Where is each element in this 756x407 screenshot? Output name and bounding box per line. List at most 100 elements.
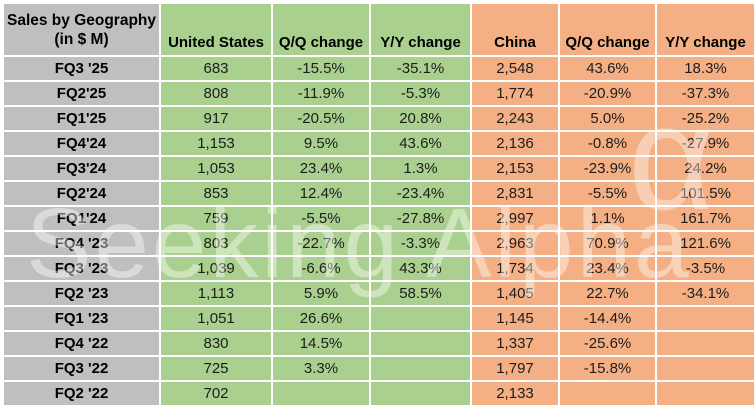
cell-china-qq-change: 1.1% xyxy=(560,207,655,230)
cell-china-qq-change: -5.5% xyxy=(560,182,655,205)
cell-china-yy-change: -27.9% xyxy=(657,132,754,155)
cell-china-qq-change: 5.0% xyxy=(560,107,655,130)
cell-china-qq-change: 43.6% xyxy=(560,57,655,80)
row-label: FQ2'25 xyxy=(4,82,159,105)
cell-china-qq-change: -0.8% xyxy=(560,132,655,155)
row-label: FQ3 '23 xyxy=(4,257,159,280)
column-header-china: China xyxy=(472,4,558,55)
row-label: FQ2 '22 xyxy=(4,382,159,405)
cell-us-yy-change: 58.5% xyxy=(371,282,470,305)
cell-us-sales: 1,113 xyxy=(161,282,271,305)
table-row: FQ4'24 1,153 9.5% 43.6% 2,136 -0.8% -27.9% xyxy=(4,132,754,155)
cell-us-qq-change: -11.9% xyxy=(273,82,369,105)
cell-us-yy-change xyxy=(371,357,470,380)
cell-china-sales: 2,136 xyxy=(472,132,558,155)
cell-us-qq-change: 12.4% xyxy=(273,182,369,205)
cell-us-qq-change: -5.5% xyxy=(273,207,369,230)
cell-us-sales: 683 xyxy=(161,57,271,80)
cell-us-qq-change: 14.5% xyxy=(273,332,369,355)
cell-us-qq-change: -22.7% xyxy=(273,232,369,255)
table-body: FQ3 '25 683 -15.5% -35.1% 2,548 43.6% 18.3% FQ2… xyxy=(4,57,754,405)
table-row: FQ2'25 808 -11.9% -5.3% 1,774 -20.9% -37.3% xyxy=(4,82,754,105)
cell-us-qq-change: 5.9% xyxy=(273,282,369,305)
cell-us-qq-change: 9.5% xyxy=(273,132,369,155)
cell-china-sales: 1,797 xyxy=(472,357,558,380)
cell-us-sales: 702 xyxy=(161,382,271,405)
table-title: Sales by Geography (in $ M) xyxy=(4,4,159,55)
cell-us-sales: 759 xyxy=(161,207,271,230)
table-row: FQ3 '23 1,039 -6.6% 43.3% 1,734 23.4% -3.5% xyxy=(4,257,754,280)
row-label: FQ4'24 xyxy=(4,132,159,155)
cell-china-yy-change: -3.5% xyxy=(657,257,754,280)
cell-china-yy-change: -34.1% xyxy=(657,282,754,305)
cell-us-yy-change: 20.8% xyxy=(371,107,470,130)
cell-us-qq-change: -15.5% xyxy=(273,57,369,80)
cell-us-qq-change: 3.3% xyxy=(273,357,369,380)
cell-china-qq-change: -14.4% xyxy=(560,307,655,330)
table-row: FQ1'24 759 -5.5% -27.8% 2,997 1.1% 161.7% xyxy=(4,207,754,230)
cell-us-sales: 917 xyxy=(161,107,271,130)
cell-china-sales: 2,153 xyxy=(472,157,558,180)
cell-china-qq-change: -15.8% xyxy=(560,357,655,380)
cell-us-sales: 1,053 xyxy=(161,157,271,180)
cell-us-qq-change: 23.4% xyxy=(273,157,369,180)
cell-china-qq-change: -20.9% xyxy=(560,82,655,105)
row-label: FQ1'24 xyxy=(4,207,159,230)
table-title-line2: (in $ M) xyxy=(54,30,109,48)
column-header-china-qq-change: Q/Q change xyxy=(560,4,655,55)
cell-us-sales: 853 xyxy=(161,182,271,205)
row-label: FQ3'24 xyxy=(4,157,159,180)
column-header-us-qq-change: Q/Q change xyxy=(273,4,369,55)
cell-us-sales: 1,039 xyxy=(161,257,271,280)
cell-us-yy-change xyxy=(371,382,470,405)
cell-us-yy-change: -5.3% xyxy=(371,82,470,105)
table-row: FQ1 '23 1,051 26.6% 1,145 -14.4% xyxy=(4,307,754,330)
column-header-united-states: United States xyxy=(161,4,271,55)
cell-china-yy-change: 121.6% xyxy=(657,232,754,255)
cell-china-yy-change: -25.2% xyxy=(657,107,754,130)
cell-china-sales: 1,734 xyxy=(472,257,558,280)
row-label: FQ4 '23 xyxy=(4,232,159,255)
cell-china-yy-change: -37.3% xyxy=(657,82,754,105)
cell-us-sales: 803 xyxy=(161,232,271,255)
cell-us-qq-change: 26.6% xyxy=(273,307,369,330)
cell-china-sales: 1,145 xyxy=(472,307,558,330)
cell-china-yy-change: 101.5% xyxy=(657,182,754,205)
column-header-us-yy-change: Y/Y change xyxy=(371,4,470,55)
table-row: FQ4 '22 830 14.5% 1,337 -25.6% xyxy=(4,332,754,355)
cell-china-sales: 2,548 xyxy=(472,57,558,80)
cell-china-yy-change: 161.7% xyxy=(657,207,754,230)
cell-china-qq-change: -23.9% xyxy=(560,157,655,180)
cell-us-qq-change: -6.6% xyxy=(273,257,369,280)
cell-us-sales: 1,051 xyxy=(161,307,271,330)
cell-china-sales: 2,133 xyxy=(472,382,558,405)
table-row: FQ3 '25 683 -15.5% -35.1% 2,548 43.6% 18.3% xyxy=(4,57,754,80)
cell-us-sales: 725 xyxy=(161,357,271,380)
row-label: FQ1'25 xyxy=(4,107,159,130)
table-row: FQ2 '22 702 2,133 xyxy=(4,382,754,405)
table-title-line1: Sales by Geography xyxy=(6,11,157,29)
cell-us-yy-change: 1.3% xyxy=(371,157,470,180)
cell-us-yy-change: -23.4% xyxy=(371,182,470,205)
cell-us-qq-change xyxy=(273,382,369,405)
table-row: FQ3'24 1,053 23.4% 1.3% 2,153 -23.9% 24.2% xyxy=(4,157,754,180)
cell-us-yy-change: -35.1% xyxy=(371,57,470,80)
cell-china-sales: 1,774 xyxy=(472,82,558,105)
cell-us-sales: 808 xyxy=(161,82,271,105)
table-row: FQ3 '22 725 3.3% 1,797 -15.8% xyxy=(4,357,754,380)
cell-china-sales: 2,831 xyxy=(472,182,558,205)
cell-china-sales: 2,963 xyxy=(472,232,558,255)
cell-us-yy-change: -3.3% xyxy=(371,232,470,255)
cell-us-yy-change: 43.6% xyxy=(371,132,470,155)
cell-china-qq-change: 70.9% xyxy=(560,232,655,255)
cell-china-sales: 1,405 xyxy=(472,282,558,305)
row-label: FQ3 '22 xyxy=(4,357,159,380)
cell-us-yy-change xyxy=(371,332,470,355)
cell-us-yy-change: 43.3% xyxy=(371,257,470,280)
table-row: FQ2 '23 1,113 5.9% 58.5% 1,405 22.7% -34.1% xyxy=(4,282,754,305)
table-row: FQ2'24 853 12.4% -23.4% 2,831 -5.5% 101.5% xyxy=(4,182,754,205)
cell-us-sales: 1,153 xyxy=(161,132,271,155)
row-label: FQ3 '25 xyxy=(4,57,159,80)
